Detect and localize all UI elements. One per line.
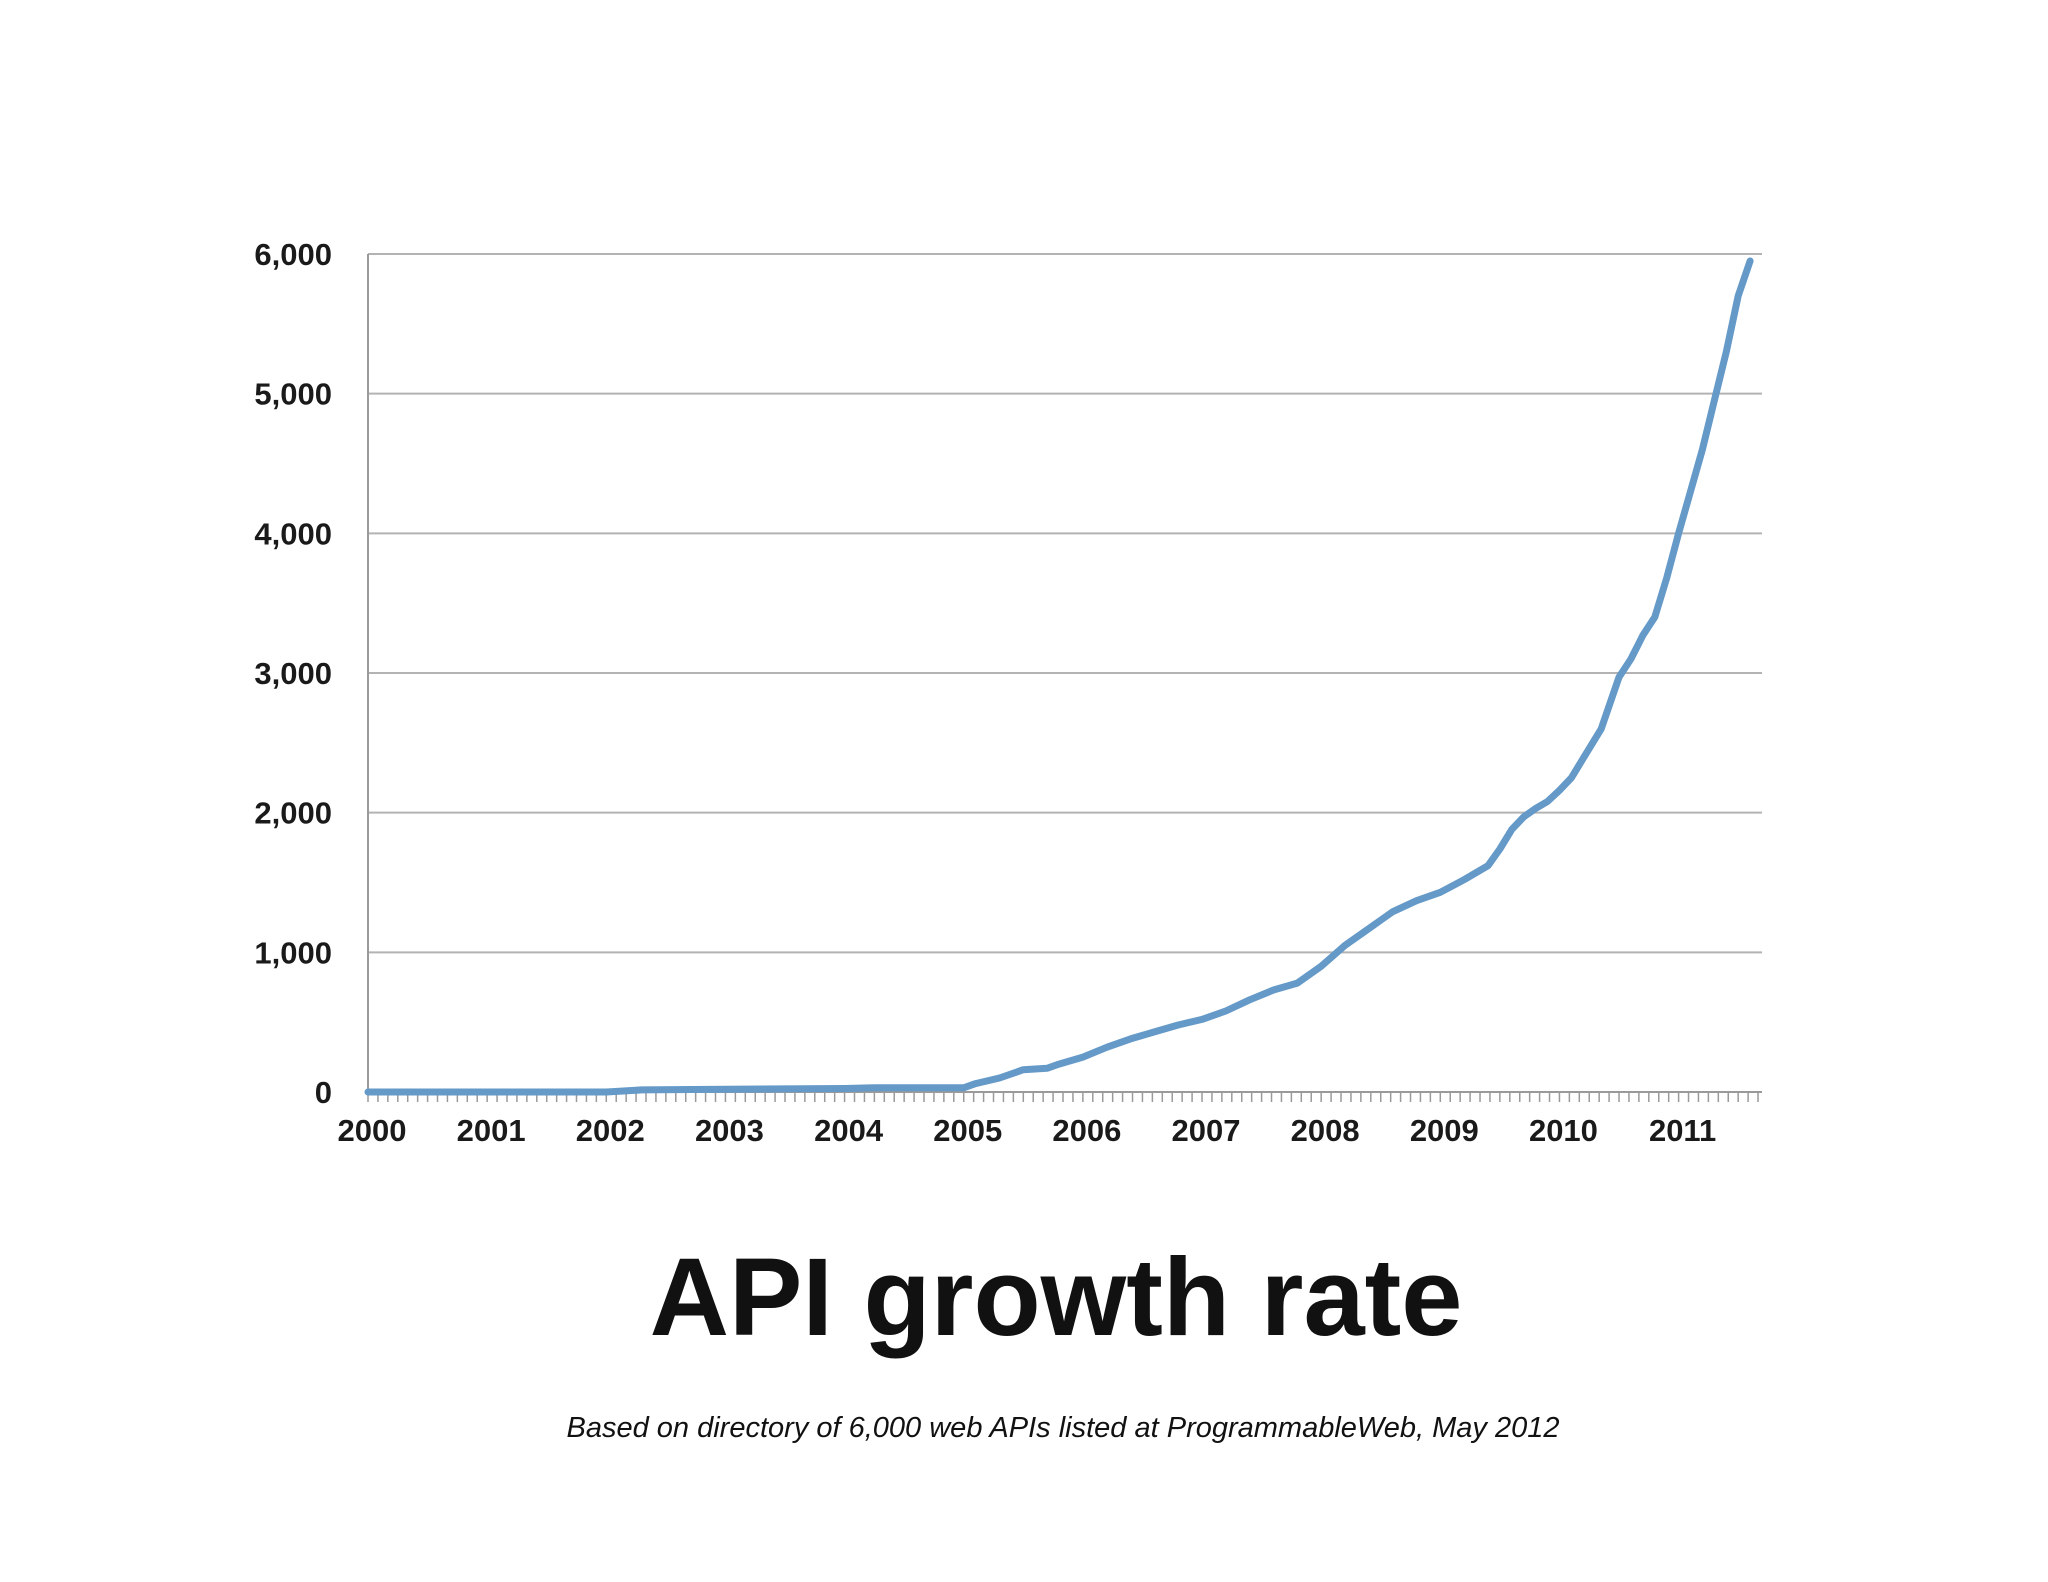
x-tick-label: 2007 xyxy=(1172,1113,1241,1148)
y-tick-label: 6,000 xyxy=(254,237,332,272)
chart-title: API growth rate xyxy=(650,1236,1463,1359)
x-tick-label: 2001 xyxy=(457,1113,526,1148)
x-tick-label: 2005 xyxy=(933,1113,1002,1148)
y-tick-labels: 0 1,000 2,000 3,000 4,000 5,000 6,000 xyxy=(254,237,332,1110)
y-tick-label: 5,000 xyxy=(254,377,332,412)
x-tick-label: 2010 xyxy=(1529,1113,1598,1148)
x-tick-label: 2003 xyxy=(695,1113,764,1148)
x-tick-label: 2000 xyxy=(338,1113,407,1148)
series-group xyxy=(364,257,1754,1096)
x-tick-label: 2004 xyxy=(814,1113,884,1148)
y-tick-label: 3,000 xyxy=(254,656,332,691)
x-tick-label: 2009 xyxy=(1410,1113,1479,1148)
y-tick-label: 4,000 xyxy=(254,516,332,551)
x-tick-label: 2011 xyxy=(1649,1113,1716,1148)
x-tick-label: 2006 xyxy=(1052,1113,1121,1148)
x-tick-labels: 2000 2001 2002 2003 2004 2005 2006 2007 2008 2009… xyxy=(338,1113,1717,1148)
gridlines xyxy=(368,253,1762,954)
x-tick-label: 2002 xyxy=(576,1113,645,1148)
series-line-0 xyxy=(364,257,1754,1096)
y-tick-label: 1,000 xyxy=(254,935,332,970)
chart-subtitle: Based on directory of 6,000 web APIs lis… xyxy=(567,1412,1560,1444)
x-tick-label: 2008 xyxy=(1291,1113,1360,1148)
y-tick-label: 2,000 xyxy=(254,796,332,831)
x-minor-ticks xyxy=(367,1092,1759,1102)
y-tick-label: 0 xyxy=(315,1075,332,1110)
